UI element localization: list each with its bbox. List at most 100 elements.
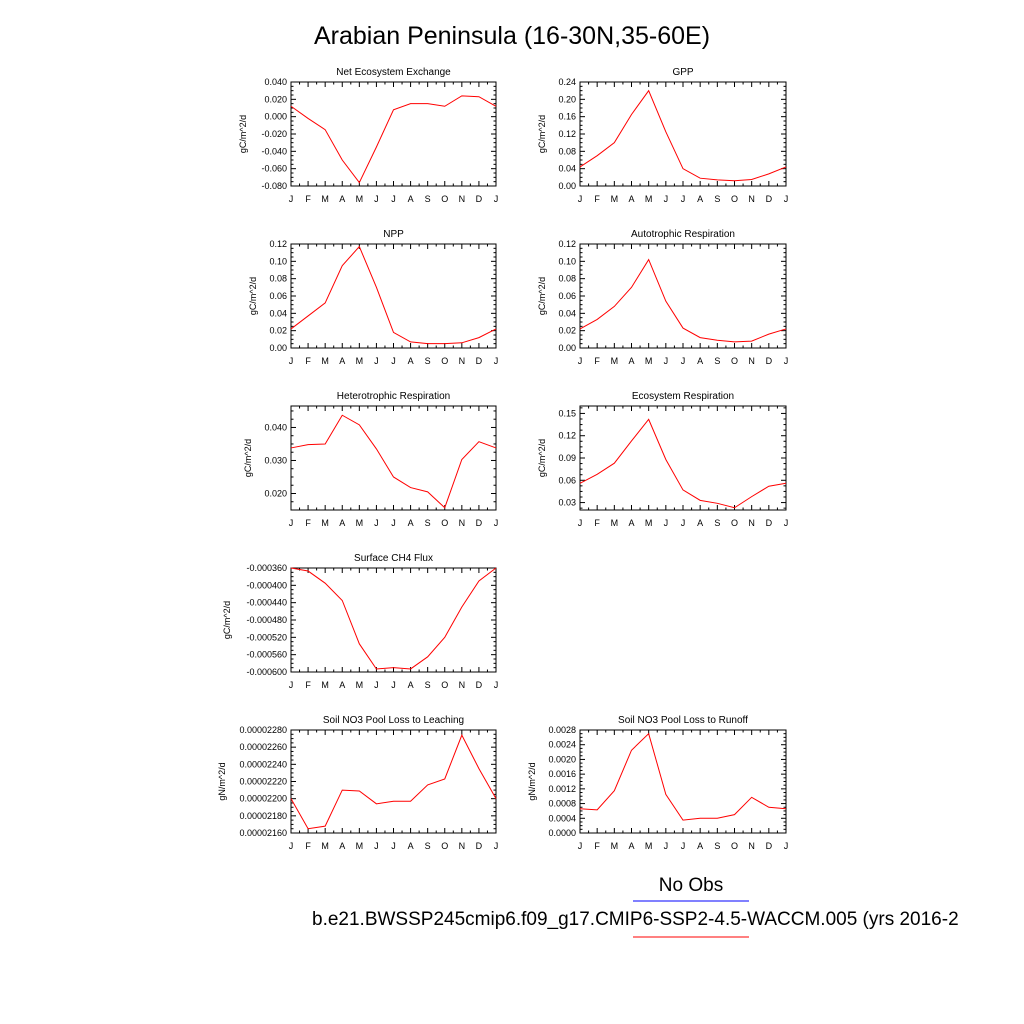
x-tick-label: N bbox=[459, 356, 466, 366]
y-axis-label: gC/m^2/d bbox=[238, 115, 248, 153]
x-tick-label: O bbox=[441, 356, 448, 366]
x-tick-label: A bbox=[628, 356, 634, 366]
x-tick-label: J bbox=[289, 841, 294, 851]
y-axis-label: gN/m^2/d bbox=[217, 762, 227, 800]
y-tick-label: -0.060 bbox=[261, 164, 287, 174]
x-tick-label: M bbox=[611, 194, 619, 204]
y-axis-label: gC/m^2/d bbox=[537, 277, 547, 315]
plot-frame bbox=[290, 729, 497, 834]
x-tick-label: A bbox=[408, 841, 414, 851]
y-tick-label: 0.0016 bbox=[548, 769, 576, 779]
y-tick-label: 0.00002160 bbox=[239, 828, 287, 838]
y-tick-label: -0.000400 bbox=[246, 580, 287, 590]
y-tick-label: 0.020 bbox=[264, 94, 287, 104]
y-tick-label: 0.00002180 bbox=[239, 811, 287, 821]
x-tick-label: S bbox=[714, 194, 720, 204]
series-line bbox=[579, 418, 787, 509]
x-tick-label: J bbox=[664, 194, 669, 204]
x-tick-label: M bbox=[645, 356, 653, 366]
x-tick-label: O bbox=[441, 841, 448, 851]
x-tick-label: A bbox=[408, 356, 414, 366]
y-tick-label: 0.0024 bbox=[548, 740, 576, 750]
y-tick-label: -0.000560 bbox=[246, 650, 287, 660]
y-tick-label: 0.00002240 bbox=[239, 759, 287, 769]
panel-title: Ecosystem Respiration bbox=[632, 391, 734, 402]
y-tick-label: 0.06 bbox=[558, 475, 576, 485]
x-tick-label: D bbox=[766, 841, 773, 851]
x-tick-label: O bbox=[731, 194, 738, 204]
x-tick-label: J bbox=[494, 841, 499, 851]
x-tick-label: S bbox=[425, 841, 431, 851]
y-tick-label: 0.030 bbox=[264, 455, 287, 465]
y-axis-label: gC/m^2/d bbox=[243, 439, 253, 477]
y-tick-label: 0.08 bbox=[558, 146, 576, 156]
x-tick-label: A bbox=[339, 841, 345, 851]
x-tick-label: N bbox=[459, 841, 466, 851]
y-tick-label: -0.000480 bbox=[246, 615, 287, 625]
y-tick-label: 0.00002200 bbox=[239, 794, 287, 804]
x-tick-label: A bbox=[697, 356, 703, 366]
x-tick-label: M bbox=[611, 356, 619, 366]
x-tick-label: J bbox=[494, 356, 499, 366]
x-tick-label: J bbox=[391, 841, 396, 851]
y-tick-label: 0.06 bbox=[269, 291, 287, 301]
y-tick-label: 0.08 bbox=[269, 274, 287, 284]
x-tick-label: M bbox=[321, 841, 329, 851]
y-tick-label: 0.10 bbox=[558, 256, 576, 266]
x-tick-label: M bbox=[321, 680, 329, 690]
x-tick-label: N bbox=[459, 680, 466, 690]
x-tick-label: M bbox=[321, 194, 329, 204]
y-tick-label: 0.16 bbox=[558, 112, 576, 122]
y-tick-label: 0.04 bbox=[269, 308, 287, 318]
x-tick-label: A bbox=[628, 841, 634, 851]
x-tick-label: A bbox=[408, 680, 414, 690]
y-tick-label: 0.02 bbox=[558, 326, 576, 336]
x-tick-label: M bbox=[321, 518, 329, 528]
x-tick-label: O bbox=[441, 518, 448, 528]
y-tick-label: -0.000440 bbox=[246, 598, 287, 608]
plot-frame bbox=[290, 81, 497, 187]
x-tick-label: J bbox=[784, 194, 789, 204]
x-tick-label: M bbox=[356, 680, 364, 690]
y-tick-label: 0.00002260 bbox=[239, 742, 287, 752]
x-tick-label: M bbox=[611, 841, 619, 851]
x-tick-label: M bbox=[356, 518, 364, 528]
y-tick-label: 0.00 bbox=[558, 181, 576, 191]
y-tick-label: 0.20 bbox=[558, 94, 576, 104]
series-line bbox=[290, 95, 497, 184]
y-tick-label: 0.09 bbox=[558, 453, 576, 463]
x-tick-label: J bbox=[289, 680, 294, 690]
panel-title: Soil NO3 Pool Loss to Runoff bbox=[618, 715, 748, 726]
y-tick-label: 0.12 bbox=[558, 129, 576, 139]
x-tick-label: A bbox=[339, 680, 345, 690]
x-tick-label: S bbox=[714, 841, 720, 851]
y-tick-label: 0.0028 bbox=[548, 725, 576, 735]
y-axis-label: gN/m^2/d bbox=[527, 762, 537, 800]
x-tick-label: D bbox=[476, 680, 483, 690]
x-tick-label: J bbox=[391, 680, 396, 690]
panel-title: Autotrophic Respiration bbox=[631, 229, 735, 240]
y-tick-label: 0.12 bbox=[558, 431, 576, 441]
x-tick-label: D bbox=[766, 194, 773, 204]
x-tick-label: J bbox=[391, 356, 396, 366]
x-tick-label: D bbox=[476, 841, 483, 851]
y-tick-label: 0.040 bbox=[264, 422, 287, 432]
panel-title: NPP bbox=[383, 229, 404, 240]
series-line bbox=[579, 89, 787, 182]
x-tick-label: J bbox=[289, 356, 294, 366]
y-axis-label: gC/m^2/d bbox=[222, 601, 232, 639]
x-tick-label: F bbox=[305, 356, 311, 366]
y-tick-label: 0.03 bbox=[558, 498, 576, 508]
x-tick-label: J bbox=[681, 518, 686, 528]
x-tick-label: J bbox=[681, 194, 686, 204]
panel-title: Net Ecosystem Exchange bbox=[336, 67, 451, 78]
y-tick-label: -0.000360 bbox=[246, 563, 287, 573]
x-tick-label: D bbox=[766, 356, 773, 366]
x-tick-label: S bbox=[425, 518, 431, 528]
